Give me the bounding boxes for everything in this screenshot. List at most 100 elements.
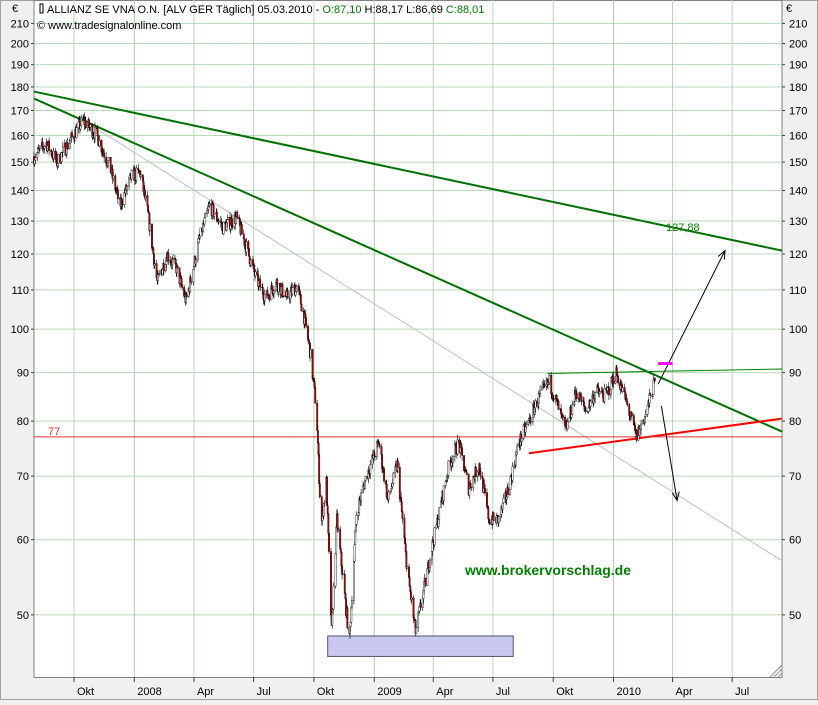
candle-body	[353, 561, 355, 601]
candle-body	[332, 585, 335, 610]
candlesticks	[33, 112, 656, 640]
candle-body	[405, 551, 408, 569]
candle-body	[534, 400, 537, 409]
x-tick-label: Apr	[197, 686, 214, 698]
candle-body	[470, 487, 473, 489]
arrow-down-line	[660, 405, 678, 501]
y-axis-left: 50 60 70 80 90 100 110 120 130 140 150 160 170 180 190…	[11, 18, 34, 622]
candle-body	[192, 269, 195, 283]
y-tick-label: 130	[11, 216, 29, 228]
candle-body	[263, 294, 266, 302]
candle-body	[378, 444, 381, 447]
candle-body	[497, 516, 500, 524]
candle-body	[373, 455, 376, 458]
y-tick-label: 80	[789, 416, 801, 428]
currency-right-label: €	[786, 3, 792, 15]
x-tick-label: Okt	[77, 686, 94, 698]
y-tick-label: 160	[11, 130, 29, 142]
candle-body	[185, 294, 188, 297]
candle-body	[316, 430, 319, 444]
level-77-label: 77	[48, 426, 60, 438]
x-tick-label: Jul	[735, 686, 749, 698]
candle-body	[236, 212, 239, 218]
candle-body	[61, 146, 64, 153]
candle-body	[575, 392, 578, 399]
candle-body	[514, 454, 517, 466]
arrow-down-head	[671, 491, 680, 502]
candle-body	[461, 447, 463, 456]
candle-body	[311, 349, 314, 379]
candle-body	[341, 573, 344, 575]
trendline-thin-downtrend	[82, 119, 783, 562]
candle-body	[300, 303, 303, 312]
candle-body	[126, 186, 128, 191]
candle-body	[69, 140, 71, 144]
y-tick-label: 180	[11, 82, 29, 94]
candle-body	[585, 410, 587, 412]
candle-body	[204, 213, 207, 219]
candle-body	[419, 603, 422, 608]
candle-body	[172, 258, 174, 260]
candle-body	[240, 224, 243, 235]
y-tick-label: 110	[11, 285, 29, 297]
grid	[34, 0, 782, 677]
close-value: C:88,01	[446, 4, 485, 16]
candle-body	[75, 127, 78, 138]
candle-body	[112, 175, 115, 179]
candle-body	[511, 466, 514, 481]
candle-body	[560, 408, 562, 414]
candle-body	[206, 210, 208, 215]
candle-body	[318, 483, 321, 498]
candle-body	[355, 515, 358, 525]
candle-body	[623, 387, 626, 392]
candle-body	[644, 414, 647, 417]
y-tick-label: 210	[789, 18, 807, 30]
candle-body	[94, 127, 96, 139]
high-low-values: H:88,17 L:86,69	[361, 4, 445, 16]
candle-body	[635, 430, 638, 441]
y-tick-label: 60	[789, 535, 801, 547]
candle-body	[583, 401, 585, 407]
candle-body	[48, 140, 50, 151]
y-tick-label: 200	[789, 39, 807, 51]
x-tick-label: 2009	[377, 686, 401, 698]
candle-body	[153, 263, 156, 266]
x-tick-label: Okt	[317, 686, 334, 698]
resize-grip-icon[interactable]	[769, 664, 783, 678]
x-tick-label: 2010	[617, 686, 641, 698]
candle-body	[222, 221, 225, 235]
candle-body	[199, 227, 202, 237]
candle-body	[502, 497, 505, 504]
candle-body	[245, 241, 248, 253]
candle-body	[479, 470, 482, 477]
candle-body	[326, 505, 329, 514]
candle-body	[273, 290, 275, 295]
source-text: www.tradesignalonline.com	[47, 20, 181, 32]
candle-body	[162, 263, 165, 272]
y-axis-right: 50 60 70 80 90 100 110 120 130 140 150 160 170 180 190…	[782, 18, 807, 622]
candle-body	[327, 513, 330, 534]
candle-body	[217, 220, 220, 222]
chart-header: ALLIANZ SE VNA O.N. [ALV GER Täglich] 05…	[37, 3, 485, 32]
instrument-title: ALLIANZ SE VNA O.N. [ALV GER Täglich] 05…	[47, 4, 322, 16]
candle-body	[401, 511, 404, 519]
x-axis: Okt 2008 Apr Jul Okt 2009 Apr Jul Okt 2010 Apr Jul	[73, 677, 749, 698]
candle-body	[268, 295, 271, 301]
candle-body	[146, 195, 149, 206]
candle-body	[598, 391, 601, 395]
y-tick-label: 100	[789, 324, 807, 336]
y-tick-label: 50	[789, 610, 801, 622]
candle-body	[474, 467, 477, 477]
candle-body	[103, 152, 106, 158]
candle-body	[231, 226, 234, 228]
candle-body	[617, 376, 620, 384]
y-tick-label: 190	[11, 60, 29, 72]
candle-body	[39, 145, 41, 149]
y-tick-label: 210	[11, 18, 29, 30]
candle-body	[487, 506, 490, 520]
candle-body	[43, 146, 46, 149]
candle-body	[328, 533, 330, 552]
candle-body	[189, 277, 192, 283]
candle-body	[484, 488, 486, 493]
